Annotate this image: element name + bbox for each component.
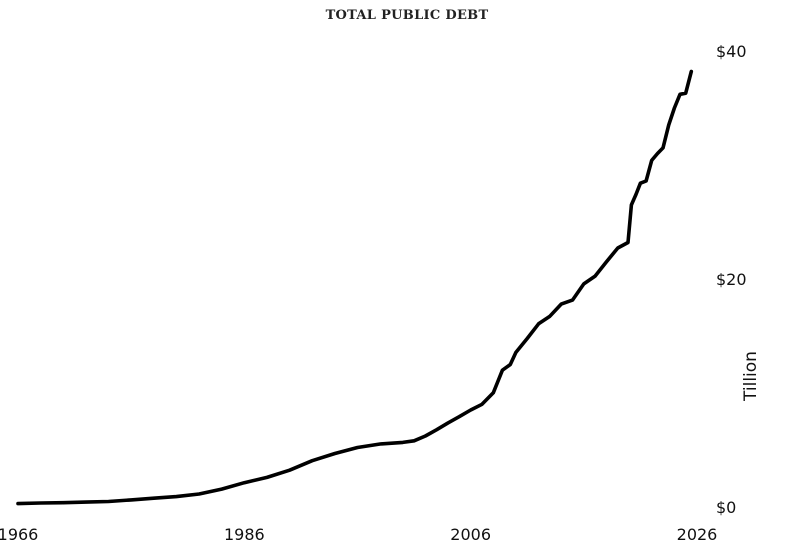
x-axis-ticks: 1966 1986 2006 2026 bbox=[0, 525, 717, 544]
y-tick-label-20: $20 bbox=[716, 270, 747, 289]
x-tick-label-1986: 1986 bbox=[224, 525, 265, 544]
series-line-total-public-debt bbox=[16, 69, 694, 506]
x-tick-label-1966: 1966 bbox=[0, 525, 38, 544]
y-tick-label-0: $0 bbox=[716, 498, 736, 517]
y-tick-label-40: $40 bbox=[716, 42, 747, 61]
x-tick-label-2026: 2026 bbox=[677, 525, 718, 544]
y-axis-label: Tillion bbox=[741, 351, 761, 402]
chart-title: TOTAL PUBLIC DEBT bbox=[326, 8, 489, 23]
y-axis-ticks: $0 $20 $40 bbox=[716, 42, 747, 517]
x-tick-label-2006: 2006 bbox=[450, 525, 491, 544]
